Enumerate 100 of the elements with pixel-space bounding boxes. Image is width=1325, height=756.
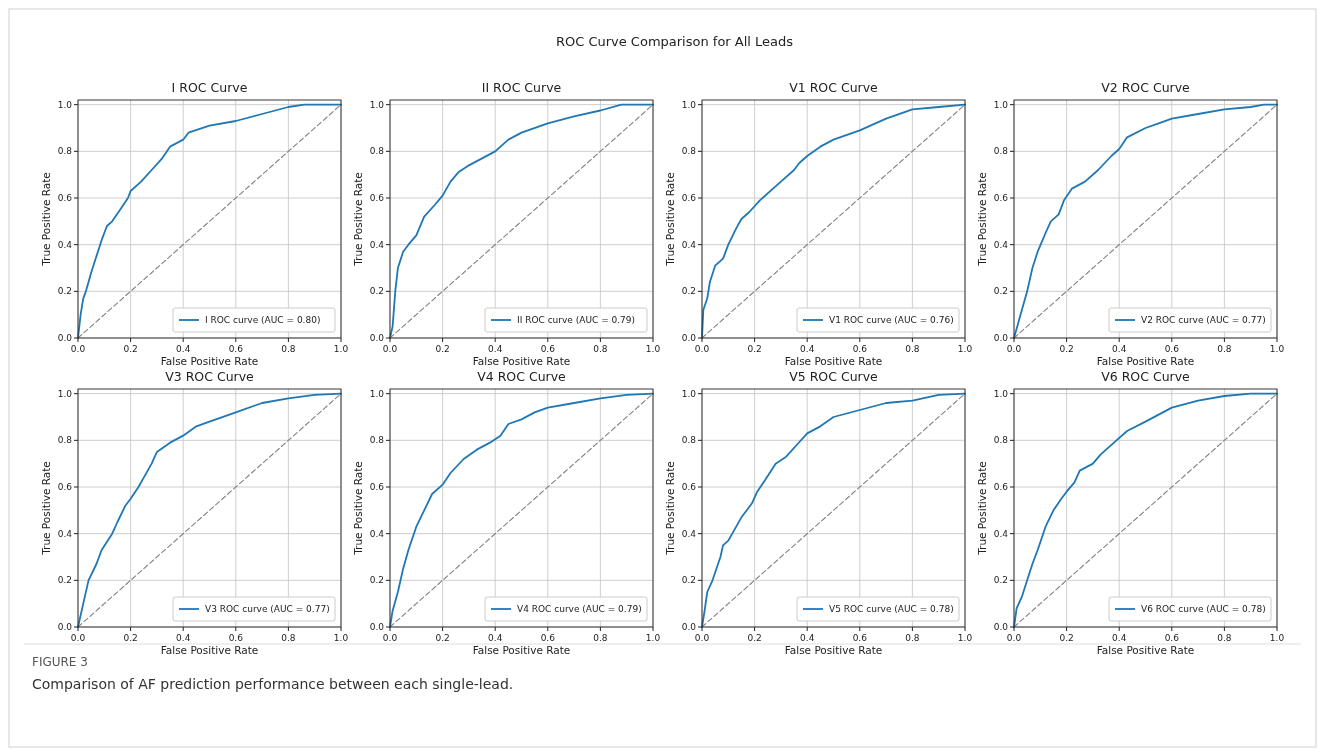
y-tick-label: 0.4 bbox=[57, 528, 73, 539]
y-tick-label: 1.0 bbox=[993, 99, 1009, 110]
legend-label: V3 ROC curve (AUC = 0.77) bbox=[205, 603, 330, 614]
y-tick-label: 0.4 bbox=[57, 239, 73, 250]
legend-label: II ROC curve (AUC = 0.79) bbox=[517, 314, 636, 325]
x-tick-label: 0.0 bbox=[382, 633, 398, 643]
y-tick-label: 0.0 bbox=[681, 621, 697, 632]
y-tick-label: 0.0 bbox=[993, 621, 1009, 632]
y-tick-label: 0.2 bbox=[681, 575, 696, 586]
x-tick-label: 0.2 bbox=[435, 633, 450, 643]
y-tick-label: 1.0 bbox=[993, 388, 1009, 399]
x-tick-label: 1.0 bbox=[333, 633, 349, 643]
x-tick-label: 0.0 bbox=[694, 344, 710, 354]
y-axis-title: True Positive Rate bbox=[664, 172, 676, 267]
x-tick-label: 0.8 bbox=[281, 633, 296, 643]
y-tick-label: 0.6 bbox=[369, 481, 385, 492]
y-tick-label: 0.4 bbox=[369, 239, 385, 250]
x-tick-label: 0.2 bbox=[435, 344, 450, 354]
y-tick-label: 0.8 bbox=[57, 435, 73, 446]
x-tick-label: 1.0 bbox=[1269, 344, 1285, 354]
x-tick-label: 0.0 bbox=[70, 344, 86, 354]
y-tick-label: 0.6 bbox=[57, 481, 73, 492]
x-tick-label: 0.8 bbox=[905, 633, 920, 643]
y-tick-label: 0.6 bbox=[369, 192, 385, 203]
y-axis-title: True Positive Rate bbox=[352, 461, 364, 556]
legend-label: I ROC curve (AUC = 0.80) bbox=[205, 314, 321, 325]
y-axis-title: True Positive Rate bbox=[40, 461, 52, 556]
x-tick-label: 1.0 bbox=[1269, 633, 1285, 643]
y-tick-label: 0.2 bbox=[369, 286, 384, 297]
y-tick-label: 0.0 bbox=[681, 332, 697, 343]
x-tick-label: 0.6 bbox=[228, 633, 244, 643]
x-tick-label: 0.8 bbox=[593, 344, 608, 354]
y-tick-label: 0.8 bbox=[993, 146, 1009, 157]
x-axis-title: False Positive Rate bbox=[472, 355, 571, 367]
x-tick-label: 0.6 bbox=[1164, 633, 1180, 643]
x-tick-label: 0.4 bbox=[176, 633, 191, 643]
y-tick-label: 0.6 bbox=[681, 192, 697, 203]
y-tick-label: 0.4 bbox=[369, 528, 385, 539]
chart-title: V5 ROC Curve bbox=[789, 369, 879, 384]
y-tick-label: 1.0 bbox=[681, 388, 697, 399]
y-tick-label: 0.6 bbox=[993, 481, 1009, 492]
x-tick-label: 1.0 bbox=[957, 344, 973, 354]
x-axis-title: False Positive Rate bbox=[160, 644, 259, 656]
x-tick-label: 0.2 bbox=[747, 344, 762, 354]
y-tick-label: 0.4 bbox=[993, 239, 1009, 250]
x-tick-label: 0.8 bbox=[1217, 633, 1232, 643]
text: ROC Curve Comparison for All Leads bbox=[555, 34, 794, 49]
y-tick-label: 0.8 bbox=[369, 435, 385, 446]
x-tick-label: 0.4 bbox=[176, 344, 191, 354]
y-axis-title: True Positive Rate bbox=[976, 172, 988, 267]
x-tick-label: 0.4 bbox=[800, 633, 815, 643]
y-tick-label: 0.0 bbox=[57, 621, 73, 632]
y-tick-label: 0.4 bbox=[681, 239, 697, 250]
y-tick-label: 0.4 bbox=[681, 528, 697, 539]
y-tick-label: 0.2 bbox=[369, 575, 384, 586]
x-tick-label: 0.0 bbox=[694, 633, 710, 643]
y-tick-label: 0.2 bbox=[57, 575, 72, 586]
x-tick-label: 0.8 bbox=[905, 344, 920, 354]
x-tick-label: 1.0 bbox=[645, 344, 661, 354]
x-axis-title: False Positive Rate bbox=[160, 355, 259, 367]
y-tick-label: 0.0 bbox=[57, 332, 73, 343]
caption: FIGURE 3 bbox=[32, 655, 88, 669]
x-tick-label: 0.0 bbox=[1006, 633, 1022, 643]
y-tick-label: 0.6 bbox=[993, 192, 1009, 203]
y-tick-label: 0.6 bbox=[681, 481, 697, 492]
x-tick-label: 1.0 bbox=[957, 633, 973, 643]
legend-label: V4 ROC curve (AUC = 0.79) bbox=[517, 603, 642, 614]
chart-title: I ROC Curve bbox=[171, 80, 248, 95]
x-axis-title: False Positive Rate bbox=[784, 644, 883, 656]
y-tick-label: 0.8 bbox=[681, 435, 697, 446]
legend-label: V1 ROC curve (AUC = 0.76) bbox=[829, 314, 954, 325]
x-tick-label: 0.6 bbox=[540, 633, 556, 643]
y-tick-label: 0.8 bbox=[681, 146, 697, 157]
x-tick-label: 0.6 bbox=[852, 344, 868, 354]
y-axis-title: True Positive Rate bbox=[664, 461, 676, 556]
x-axis-title: False Positive Rate bbox=[472, 644, 571, 656]
x-tick-label: 0.0 bbox=[1006, 344, 1022, 354]
y-tick-label: 0.2 bbox=[993, 575, 1008, 586]
y-tick-label: 1.0 bbox=[57, 388, 73, 399]
y-tick-label: 1.0 bbox=[369, 99, 385, 110]
y-tick-label: 0.0 bbox=[369, 332, 385, 343]
x-tick-label: 0.4 bbox=[800, 344, 815, 354]
x-tick-label: 0.8 bbox=[593, 633, 608, 643]
x-tick-label: 0.6 bbox=[852, 633, 868, 643]
x-tick-label: 0.2 bbox=[123, 344, 138, 354]
x-tick-label: 0.0 bbox=[382, 344, 398, 354]
y-tick-label: 0.0 bbox=[993, 332, 1009, 343]
chart-title: V6 ROC Curve bbox=[1101, 369, 1191, 384]
y-tick-label: 0.8 bbox=[369, 146, 385, 157]
x-axis-title: False Positive Rate bbox=[784, 355, 883, 367]
chart-title: V4 ROC Curve bbox=[477, 369, 567, 384]
x-tick-label: 0.0 bbox=[70, 633, 86, 643]
x-tick-label: 0.4 bbox=[1112, 344, 1127, 354]
y-axis-title: True Positive Rate bbox=[352, 172, 364, 267]
y-tick-label: 1.0 bbox=[369, 388, 385, 399]
legend-label: V5 ROC curve (AUC = 0.78) bbox=[829, 603, 954, 614]
legend-label: V6 ROC curve (AUC = 0.78) bbox=[1141, 603, 1266, 614]
y-tick-label: 0.4 bbox=[993, 528, 1009, 539]
y-tick-label: 0.2 bbox=[993, 286, 1008, 297]
legend-label: V2 ROC curve (AUC = 0.77) bbox=[1141, 314, 1266, 325]
